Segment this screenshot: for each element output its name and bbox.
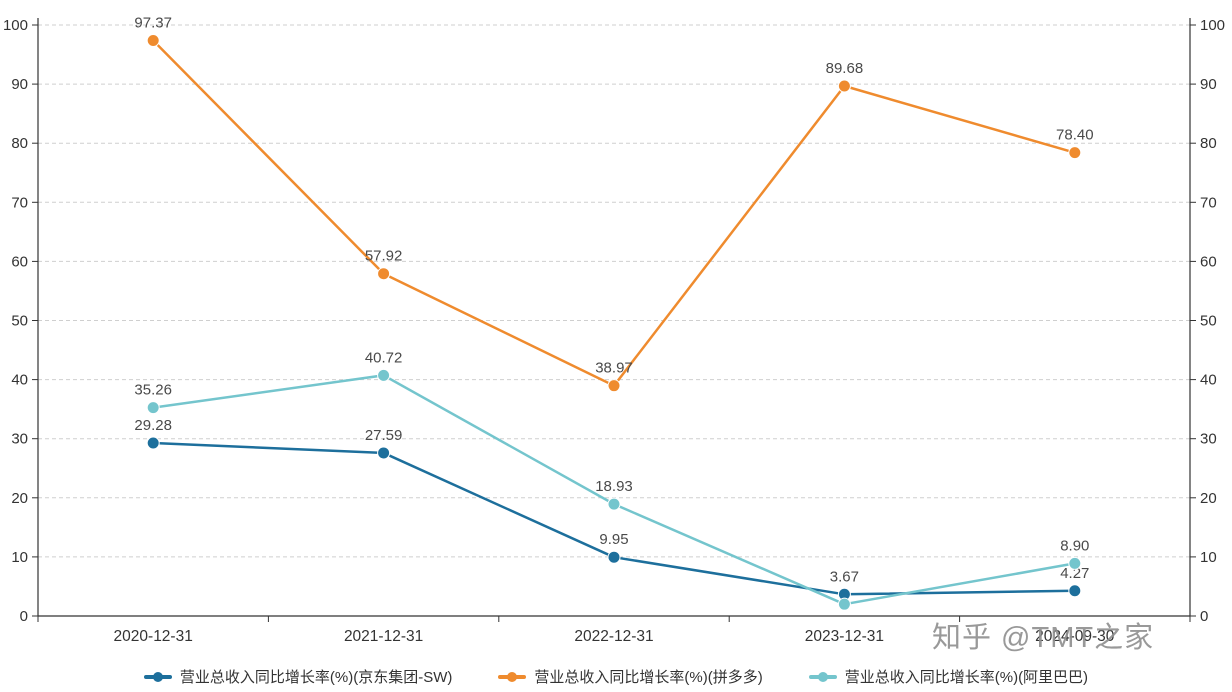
data-label: 38.97 [595, 360, 633, 377]
data-label: 18.93 [595, 478, 633, 495]
data-label: 9.95 [599, 531, 628, 548]
y-axis-tick-label: 40 [1200, 372, 1217, 389]
legend-label: 营业总收入同比增长率(%)(拼多多) [534, 669, 763, 686]
y-axis-tick-label: 10 [1200, 549, 1217, 566]
legend-marker [143, 671, 172, 682]
data-label: 3.67 [830, 568, 859, 585]
data-label: 78.40 [1056, 127, 1094, 144]
data-label: 8.90 [1060, 537, 1089, 554]
y-axis-tick-label: 0 [1200, 608, 1208, 625]
x-axis-label: 2024-09-30 [1035, 628, 1115, 645]
series-2: 35.26 40.72 18.93 8.90 [134, 349, 1089, 611]
data-label: 97.37 [134, 15, 172, 32]
legend-item-0[interactable]: 营业总收入同比增长率(%)(京东集团-SW) [143, 666, 453, 687]
y-axis-tick-label: 10 [11, 549, 28, 566]
data-point[interactable] [377, 368, 391, 382]
data-label: 57.92 [365, 248, 403, 265]
data-point[interactable] [607, 550, 621, 564]
y-axis-tick-label: 60 [11, 253, 28, 270]
y-axis-tick-label: 80 [11, 135, 28, 152]
data-point[interactable] [146, 436, 160, 450]
y-axis-tick-label: 20 [11, 490, 28, 507]
data-point[interactable] [607, 379, 621, 393]
data-point[interactable] [837, 597, 851, 611]
y-axis-tick-label: 80 [1200, 135, 1217, 152]
axes: 0 0 10 10 20 20 30 30 40 40 50 50 60 60 70 70 80 80 90 90 10… [3, 17, 1225, 645]
legend-item-2[interactable]: 营业总收入同比增长率(%)(阿里巴巴) [808, 666, 1089, 687]
legend-label: 营业总收入同比增长率(%)(京东集团-SW) [179, 669, 453, 686]
data-label: 29.28 [134, 417, 172, 434]
legend-label: 营业总收入同比增长率(%)(阿里巴巴) [844, 669, 1089, 686]
y-axis-tick-label: 0 [20, 608, 28, 625]
data-label: 35.26 [134, 382, 172, 399]
x-axis-label: 2022-12-31 [574, 628, 653, 645]
y-axis-tick-label: 100 [3, 17, 28, 34]
y-axis-tick-label: 90 [1200, 76, 1217, 93]
data-point[interactable] [146, 401, 160, 415]
data-point[interactable] [377, 446, 391, 460]
data-label: 89.68 [826, 60, 864, 77]
data-point[interactable] [1068, 584, 1082, 598]
data-label: 27.59 [365, 427, 403, 444]
y-axis-tick-label: 60 [1200, 253, 1217, 270]
y-axis-tick-label: 20 [1200, 490, 1217, 507]
data-point[interactable] [1068, 146, 1082, 160]
series-line [152, 39, 1076, 387]
data-label: 4.27 [1060, 565, 1089, 582]
legend-item-1[interactable]: 营业总收入同比增长率(%)(拼多多) [498, 666, 763, 687]
y-axis-tick-label: 30 [1200, 431, 1217, 448]
data-point[interactable] [377, 267, 391, 281]
x-axis-label: 2021-12-31 [344, 628, 423, 645]
data-point[interactable] [1068, 556, 1082, 570]
y-axis-tick-label: 50 [11, 313, 28, 330]
y-axis-tick-label: 70 [11, 194, 28, 211]
legend-marker [808, 671, 837, 682]
y-axis-tick-label: 50 [1200, 313, 1217, 330]
y-axis-tick-label: 70 [1200, 194, 1217, 211]
x-axis-label: 2020-12-31 [114, 628, 193, 645]
y-axis-tick-label: 30 [11, 431, 28, 448]
series-0: 29.28 27.59 9.95 3.67 4.27 [134, 417, 1089, 601]
data-point[interactable] [146, 34, 160, 48]
legend-marker [498, 671, 527, 682]
data-point[interactable] [837, 79, 851, 93]
x-axis-label: 2023-12-31 [805, 628, 884, 645]
y-axis-tick-label: 90 [11, 76, 28, 93]
gridlines [38, 24, 1190, 558]
y-axis-tick-label: 40 [11, 372, 28, 389]
y-axis-tick-label: 100 [1200, 17, 1225, 34]
legend: 营业总收入同比增长率(%)(京东集团-SW) 营业总收入同比增长率(%)(拼多多)… [0, 666, 1232, 687]
data-label: 40.72 [365, 349, 403, 366]
series-line [153, 441, 1075, 596]
data-point[interactable] [607, 497, 621, 511]
series-1: 97.37 57.92 38.97 89.68 78.40 [134, 15, 1094, 393]
